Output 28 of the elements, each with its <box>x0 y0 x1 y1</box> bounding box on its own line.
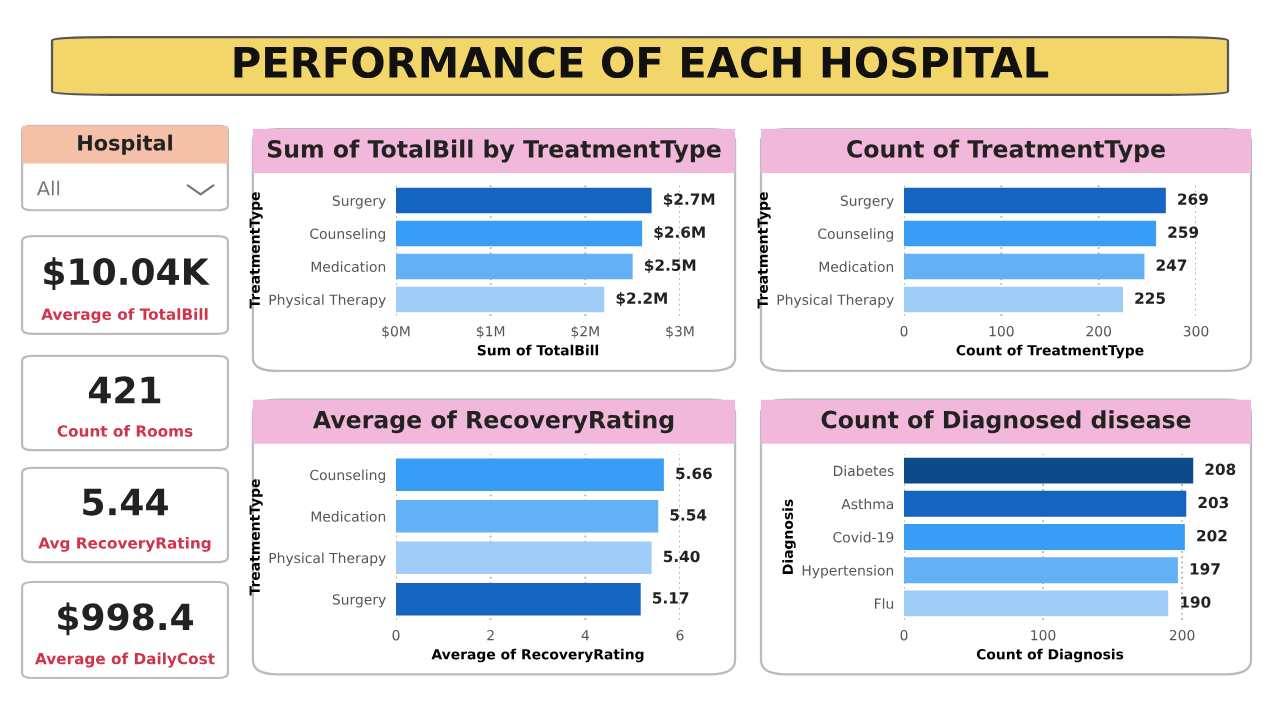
bar <box>904 457 1194 484</box>
bar <box>904 557 1178 584</box>
bar <box>904 253 1145 280</box>
bar <box>904 524 1185 550</box>
bar <box>396 253 633 280</box>
bar <box>904 490 1187 517</box>
bar <box>904 187 1166 214</box>
bar <box>904 286 1123 313</box>
chart-title: Average of RecoveryRating <box>312 410 674 434</box>
text: 5.44 <box>83 488 168 516</box>
bar <box>396 187 652 214</box>
text: PERFORMANCE OF EACH HOSPITAL <box>234 46 1049 79</box>
bar <box>396 500 659 533</box>
text: All <box>36 180 60 196</box>
chart-title: Count of Diagnosed disease <box>821 410 1191 434</box>
bar <box>396 458 664 491</box>
text: $10.04K <box>44 257 210 291</box>
bar <box>396 286 605 313</box>
chart-title: Count of TreatmentType <box>847 139 1165 163</box>
bar <box>396 220 643 247</box>
bar <box>396 583 641 616</box>
bar <box>396 541 652 574</box>
text: Hospital <box>78 134 172 155</box>
text: 421 <box>88 376 161 404</box>
bar <box>904 590 1169 617</box>
bar <box>904 220 1157 247</box>
chart-title: Sum of TotalBill by TreatmentType <box>267 139 721 163</box>
text: $998.4 <box>58 602 194 636</box>
